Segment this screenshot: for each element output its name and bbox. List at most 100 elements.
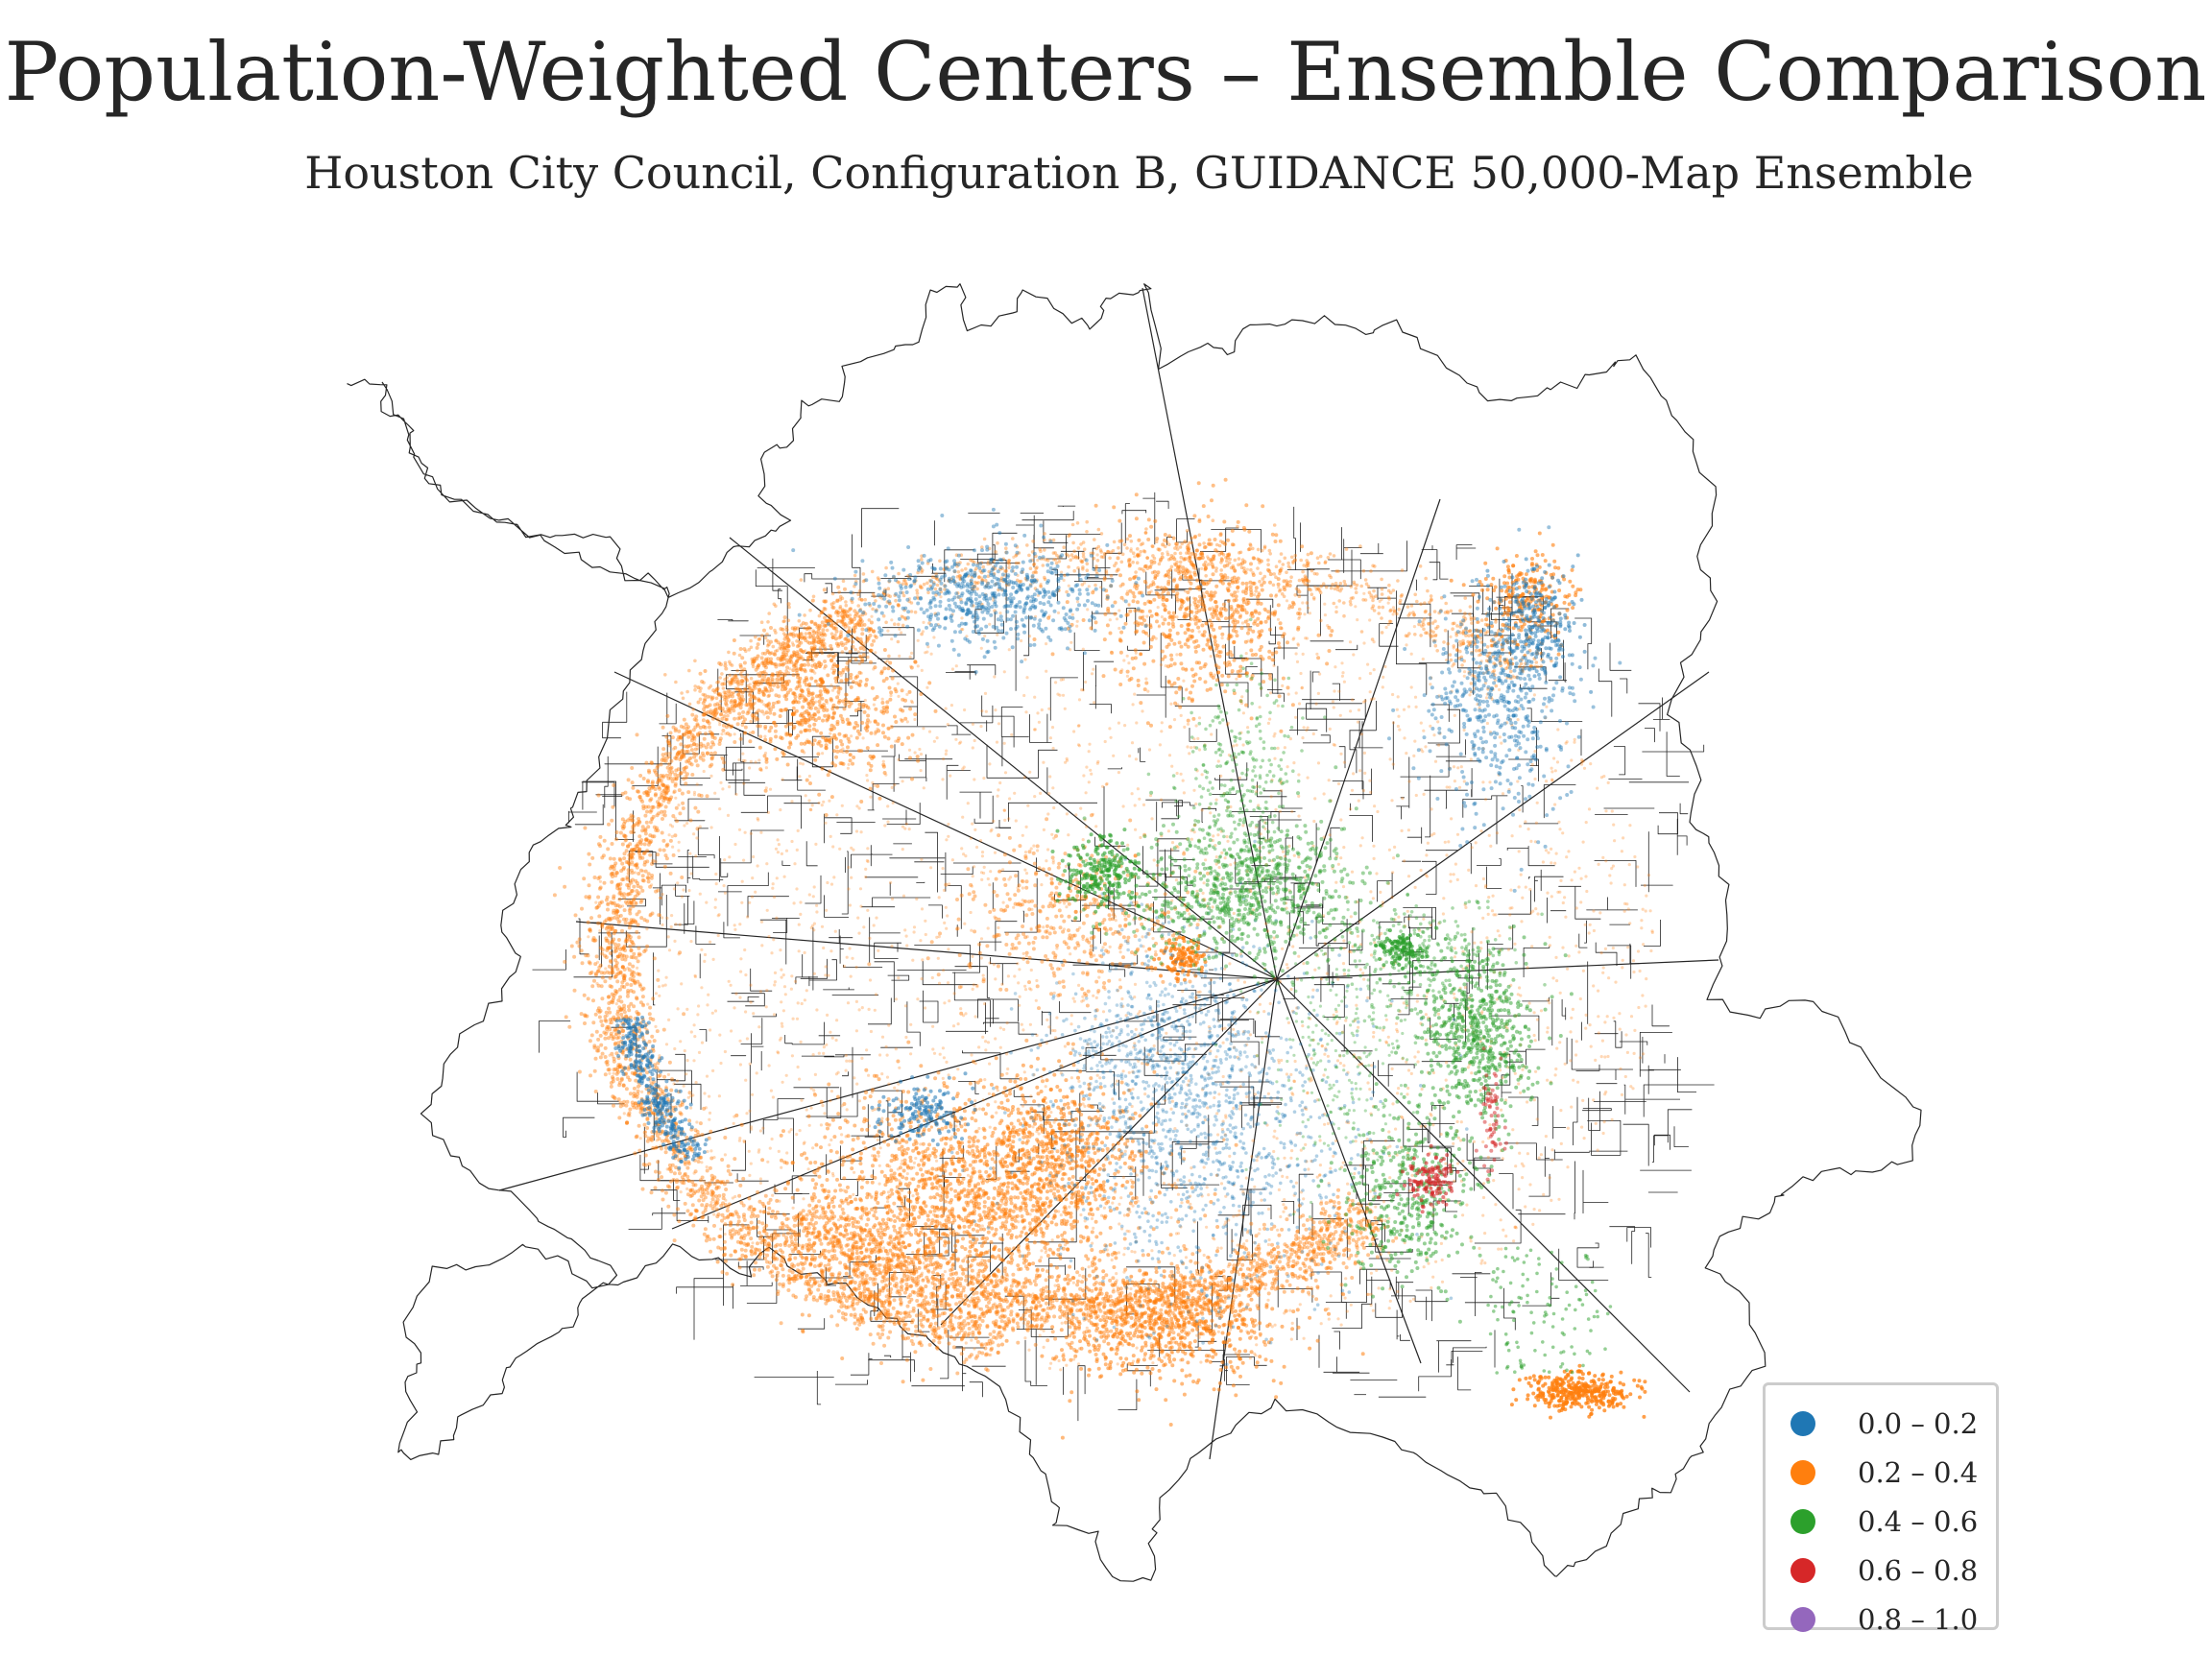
district-boundary-line [781,766,803,781]
center-point [1062,927,1066,931]
district-boundary-line [731,993,765,1007]
center-point [857,1008,861,1012]
district-boundary-line [992,532,1021,564]
center-point [1462,728,1466,732]
center-point [1344,1019,1348,1022]
center-point [711,1068,715,1072]
center-point [1266,1242,1271,1247]
center-point [1610,1117,1614,1121]
center-point [812,1089,816,1092]
district-boundary-line [1008,802,1097,822]
district-boundary-line [676,1284,733,1309]
center-point [1300,685,1304,689]
center-point [1166,550,1169,554]
center-point [971,954,974,959]
center-point [673,745,678,750]
center-point [1356,934,1359,938]
center-point [1118,609,1121,612]
center-point [975,985,979,989]
district-boundary-line [881,744,896,792]
center-point [889,1287,894,1291]
center-point [1115,1079,1118,1083]
center-point [1241,824,1245,828]
center-point [1092,667,1095,671]
district-boundary-line [1475,1272,1482,1316]
center-point [1311,988,1315,992]
center-point [878,1146,882,1150]
center-point [796,828,800,833]
center-point [685,1007,689,1011]
district-boundary-line [1626,1227,1651,1248]
center-point [1241,711,1245,715]
center-point [1589,762,1593,766]
center-point [1535,1117,1539,1121]
center-point [792,901,796,905]
center-point [1396,724,1400,729]
center-point [1349,950,1353,954]
center-point [1444,1078,1448,1082]
center-point [1638,969,1642,973]
center-point [1046,848,1050,852]
center-point [1121,1175,1125,1179]
center-point [717,1193,722,1198]
center-point [971,822,974,826]
district-boundary-line [1162,802,1195,808]
center-point [1546,1026,1550,1030]
center-point [1086,608,1090,612]
district-boundary-line [841,851,849,915]
center-point [822,800,826,804]
center-point [1444,1162,1448,1165]
center-point [614,1002,618,1006]
center-point [756,1241,759,1246]
center-point [697,1004,701,1008]
center-point [1040,1256,1044,1260]
center-point [929,1125,933,1129]
center-point [946,981,950,985]
center-point [1548,935,1551,939]
center-point [1063,1243,1068,1247]
center-point [907,828,911,831]
center-point [1532,1033,1536,1038]
center-point [1419,748,1423,752]
district-boundary-line [1503,1287,1516,1331]
center-point [981,973,985,977]
center-point [890,785,894,790]
center-point [669,924,673,929]
center-point [1386,1035,1390,1039]
center-point [1413,695,1418,699]
center-point [821,752,825,756]
center-point [885,1053,889,1057]
center-point [1224,1220,1228,1224]
district-boundary-line [1415,1289,1432,1322]
center-point [942,1056,947,1060]
center-point [1167,1183,1171,1187]
center-point [1155,1051,1159,1055]
center-point [1078,1273,1082,1278]
center-point [1433,759,1438,763]
center-point [829,732,832,735]
center-point [1462,1168,1467,1172]
center-point [1558,828,1562,831]
center-point [791,1206,795,1210]
center-point [773,980,778,984]
center-point [802,1141,805,1145]
center-point [1146,1053,1151,1057]
center-point [1553,769,1557,773]
center-point [1195,1333,1199,1337]
district-boundary-line [1257,781,1287,798]
district-boundary-line [1644,920,1661,947]
center-point [929,652,933,656]
center-point [1094,569,1098,573]
center-point [1226,721,1230,725]
center-point [1178,965,1182,969]
center-point [997,722,1001,726]
center-point [1644,1004,1647,1008]
center-point [900,631,903,635]
center-point [1372,856,1376,861]
center-point [1352,772,1356,776]
center-point [1080,999,1084,1003]
center-point [1069,640,1073,644]
center-point [912,930,916,934]
center-point [765,908,769,912]
center-point [1020,879,1024,883]
